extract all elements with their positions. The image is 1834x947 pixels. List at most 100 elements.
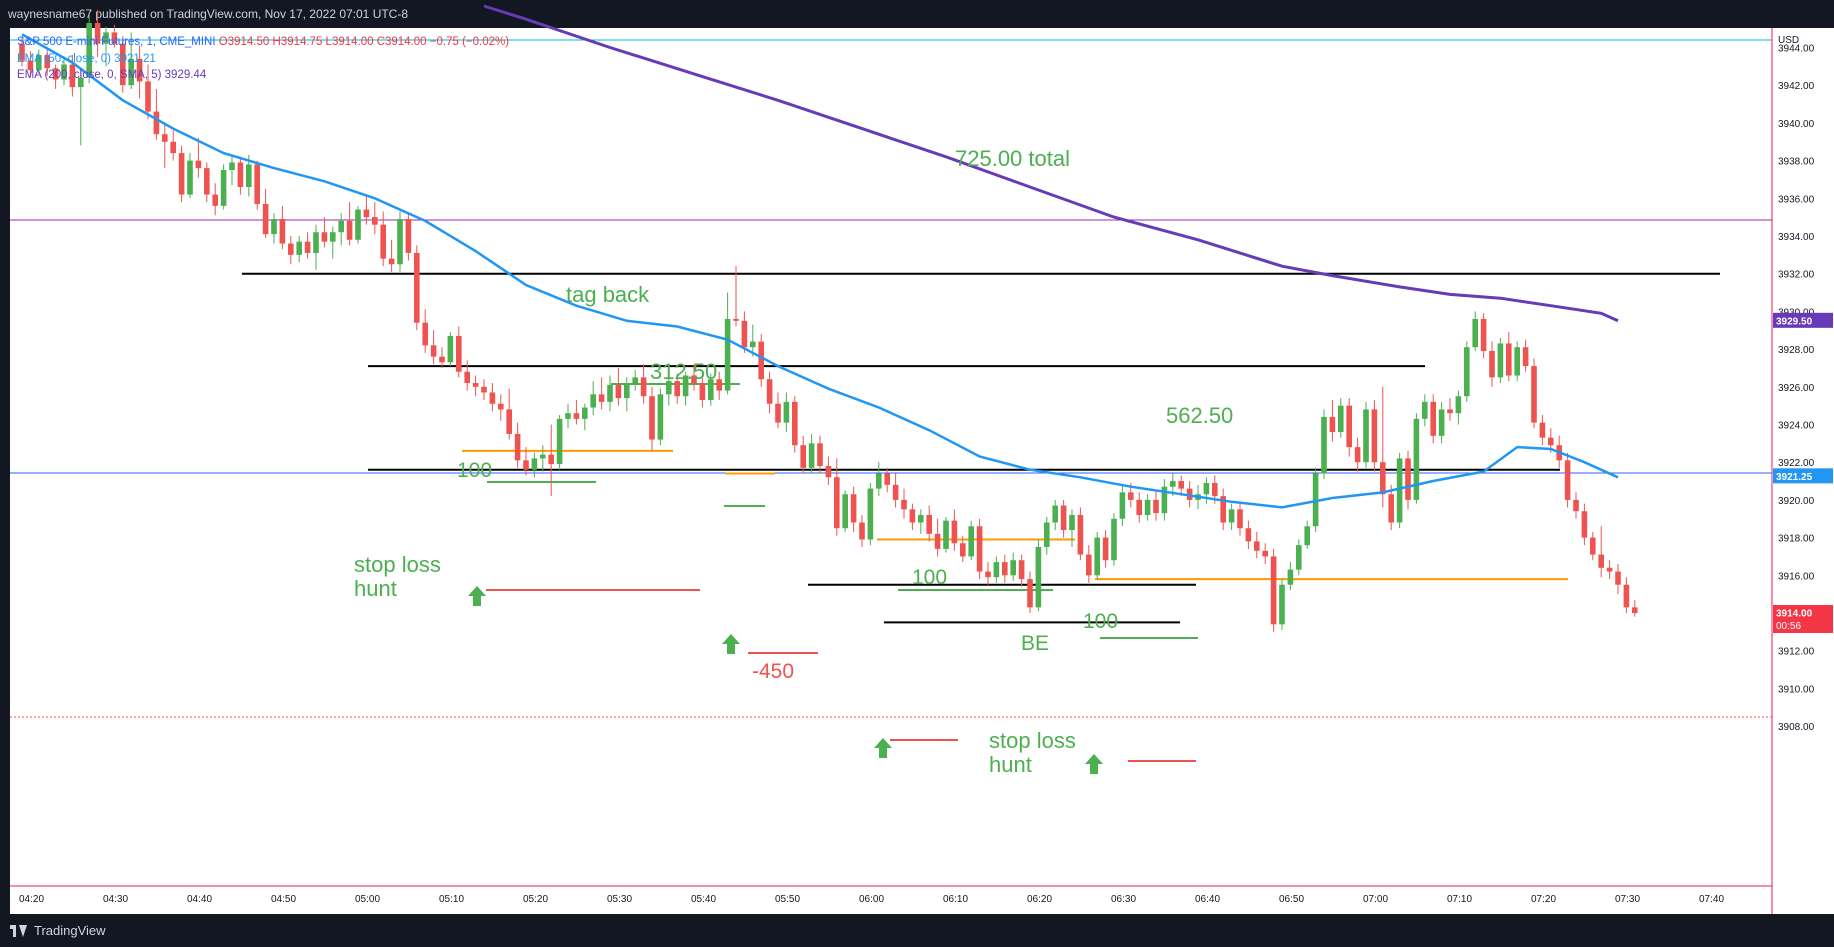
candle[interactable] bbox=[1321, 409, 1327, 480]
candle[interactable] bbox=[187, 153, 193, 199]
candle[interactable] bbox=[1506, 332, 1512, 382]
candle[interactable] bbox=[36, 49, 42, 74]
candle[interactable] bbox=[1573, 492, 1579, 519]
candle[interactable] bbox=[951, 509, 958, 551]
candle[interactable] bbox=[1254, 531, 1260, 559]
candle[interactable] bbox=[313, 224, 319, 270]
candle[interactable] bbox=[372, 202, 378, 235]
candle[interactable] bbox=[195, 137, 202, 178]
candle[interactable] bbox=[1598, 526, 1604, 578]
candle[interactable] bbox=[1430, 394, 1436, 444]
candle[interactable] bbox=[708, 373, 714, 406]
candle[interactable] bbox=[1102, 530, 1109, 568]
candle[interactable] bbox=[808, 433, 815, 474]
candle[interactable] bbox=[598, 377, 605, 410]
candle[interactable] bbox=[1388, 484, 1394, 531]
candle[interactable] bbox=[1531, 358, 1537, 429]
candle[interactable] bbox=[489, 383, 496, 412]
candle[interactable] bbox=[1279, 579, 1285, 630]
candle[interactable] bbox=[1237, 501, 1243, 536]
candle[interactable] bbox=[288, 236, 294, 265]
candle[interactable] bbox=[1472, 311, 1478, 351]
candle[interactable] bbox=[1564, 452, 1571, 508]
candle[interactable] bbox=[624, 377, 630, 412]
candle[interactable] bbox=[103, 26, 109, 67]
candle[interactable] bbox=[304, 232, 311, 259]
candle[interactable] bbox=[531, 452, 538, 478]
candle[interactable] bbox=[918, 509, 924, 534]
candle[interactable] bbox=[153, 88, 160, 140]
candle[interactable] bbox=[615, 367, 622, 406]
candle[interactable] bbox=[1438, 401, 1445, 444]
tradingview-logo[interactable]: TradingView bbox=[10, 923, 106, 938]
candle[interactable] bbox=[867, 482, 874, 546]
candle[interactable] bbox=[430, 330, 437, 365]
legend-symbol[interactable]: S&P 500 E-mini Futures, 1, CME_MINI bbox=[17, 36, 216, 48]
candle[interactable] bbox=[405, 213, 412, 261]
up-arrow-icon[interactable] bbox=[468, 586, 486, 606]
candle[interactable] bbox=[61, 58, 67, 86]
candle[interactable] bbox=[506, 388, 512, 440]
candle[interactable] bbox=[1144, 494, 1151, 521]
candle[interactable] bbox=[1203, 477, 1210, 504]
candle[interactable] bbox=[1354, 437, 1361, 472]
candle[interactable] bbox=[876, 462, 882, 497]
candle[interactable] bbox=[943, 516, 949, 553]
candle[interactable] bbox=[1018, 554, 1025, 587]
candle[interactable] bbox=[884, 467, 890, 493]
candle[interactable] bbox=[1035, 539, 1042, 612]
candle[interactable] bbox=[724, 292, 731, 395]
candle[interactable] bbox=[338, 213, 344, 246]
candle[interactable] bbox=[632, 369, 638, 391]
candle[interactable] bbox=[800, 435, 806, 474]
candle[interactable] bbox=[1329, 399, 1336, 442]
candle[interactable] bbox=[1027, 571, 1033, 613]
candle[interactable] bbox=[859, 514, 865, 548]
candle[interactable] bbox=[1044, 516, 1050, 555]
candle[interactable] bbox=[1422, 394, 1428, 427]
candle[interactable] bbox=[94, 9, 101, 57]
candle[interactable] bbox=[817, 435, 823, 474]
candle[interactable] bbox=[1153, 490, 1159, 521]
candle[interactable] bbox=[204, 162, 210, 203]
candle[interactable] bbox=[279, 205, 286, 250]
candle[interactable] bbox=[1069, 509, 1075, 548]
candle[interactable] bbox=[1380, 386, 1386, 508]
candle[interactable] bbox=[128, 32, 134, 89]
candle[interactable] bbox=[976, 518, 983, 580]
candle[interactable] bbox=[1111, 513, 1117, 566]
candle[interactable] bbox=[254, 160, 260, 210]
candle[interactable] bbox=[456, 326, 462, 378]
candle[interactable] bbox=[834, 458, 840, 536]
up-arrow-icon[interactable] bbox=[874, 738, 892, 758]
legend-ema200-row[interactable]: EMA (200, close, 0, SMA, 5) 3929.44 bbox=[17, 67, 509, 84]
candle[interactable] bbox=[640, 364, 647, 404]
candle[interactable] bbox=[1228, 503, 1235, 531]
candle[interactable] bbox=[993, 556, 1000, 583]
candle[interactable] bbox=[657, 388, 664, 446]
candle[interactable] bbox=[229, 154, 235, 186]
legend-symbol-row[interactable]: S&P 500 E-mini Futures, 1, CME_MINI O391… bbox=[17, 34, 509, 51]
ema50-line[interactable] bbox=[21, 33, 1619, 509]
candle[interactable] bbox=[1136, 492, 1142, 523]
candle[interactable] bbox=[649, 386, 655, 451]
candle[interactable] bbox=[1287, 562, 1294, 591]
candle[interactable] bbox=[1220, 488, 1226, 531]
candle[interactable] bbox=[540, 445, 546, 472]
candle[interactable] bbox=[178, 145, 185, 203]
candle[interactable] bbox=[220, 164, 227, 210]
candle[interactable] bbox=[892, 473, 899, 508]
candle[interactable] bbox=[1010, 552, 1016, 581]
candle[interactable] bbox=[1632, 599, 1638, 617]
candle[interactable] bbox=[1338, 398, 1344, 438]
candle[interactable] bbox=[590, 381, 596, 416]
candle[interactable] bbox=[355, 205, 361, 244]
candle[interactable] bbox=[1363, 401, 1369, 468]
candle[interactable] bbox=[1590, 531, 1596, 561]
candle[interactable] bbox=[447, 332, 454, 367]
candle[interactable] bbox=[783, 392, 790, 433]
candle[interactable] bbox=[262, 188, 269, 238]
candle[interactable] bbox=[741, 311, 748, 353]
candle[interactable] bbox=[1262, 543, 1268, 564]
candle[interactable] bbox=[607, 375, 613, 412]
